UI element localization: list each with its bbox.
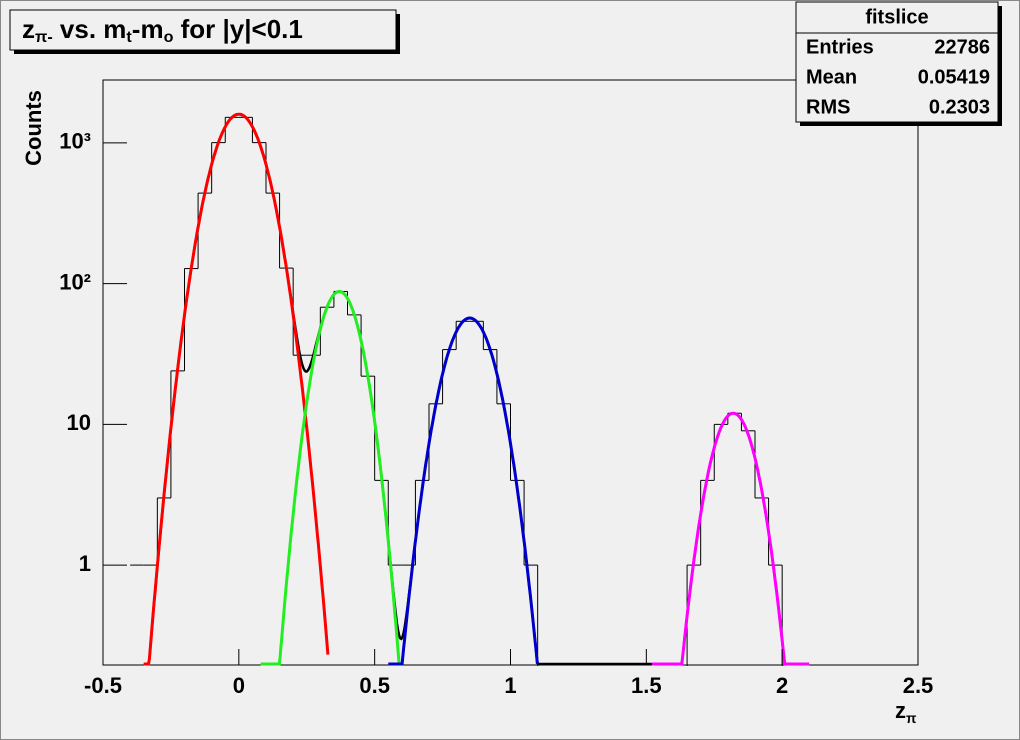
subscript: π- <box>35 28 53 46</box>
x-tick-label: 2.5 <box>903 673 934 698</box>
y-tick-label: 1 <box>79 551 91 576</box>
x-tick-label: 1.5 <box>631 673 662 698</box>
x-axis-label: zπ <box>895 698 917 726</box>
stats-value: 0.2303 <box>929 96 990 118</box>
stats-label: Mean <box>806 66 857 88</box>
stats-value: 22786 <box>934 36 990 58</box>
y-tick-label: 10 <box>67 410 91 435</box>
text-part: z <box>22 14 35 44</box>
subscript: o <box>164 28 174 46</box>
chart-title: zπ- vs. mt-mo for |y|<0.1 <box>22 14 303 46</box>
x-tick-label: 0.5 <box>359 673 390 698</box>
fit-curve <box>143 112 330 666</box>
x-tick-label: 0 <box>233 673 245 698</box>
x-tick-label: 1 <box>504 673 516 698</box>
x-tick-label: -0.5 <box>84 673 122 698</box>
fit-curve <box>260 290 402 666</box>
y-tick-label: 10³ <box>59 129 91 154</box>
fit-curve <box>651 411 810 666</box>
stats-label: RMS <box>806 96 850 118</box>
x-tick-label: 2 <box>776 673 788 698</box>
title-box <box>9 9 397 51</box>
stats-box <box>795 1 999 123</box>
text-part: vs. m <box>53 14 127 44</box>
fit-curve <box>388 316 539 666</box>
text-part: z <box>895 698 906 723</box>
subscript: π <box>906 711 917 726</box>
text-part: for |y|<0.1 <box>173 14 302 44</box>
stats-title: fitslice <box>865 6 928 28</box>
plot-frame <box>102 79 919 666</box>
y-tick-label: 10² <box>59 269 91 294</box>
text-part: -m <box>132 14 164 44</box>
stats-value: 0.05419 <box>918 66 990 88</box>
y-axis-label: Counts <box>21 90 46 166</box>
subscript: t <box>126 28 132 46</box>
stats-label: Entries <box>806 36 874 58</box>
plot-area <box>130 112 810 666</box>
